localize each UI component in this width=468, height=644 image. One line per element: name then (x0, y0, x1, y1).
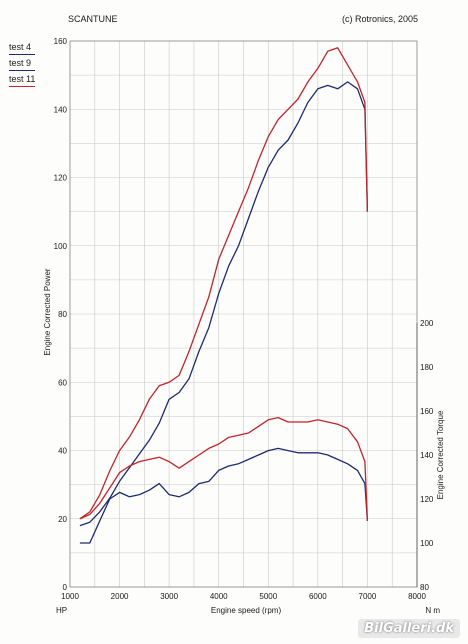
y2-tick-label: 120 (420, 495, 434, 504)
x-tick-label: 4000 (210, 592, 228, 601)
y2-tick-label: 180 (420, 363, 434, 372)
tick-labels: 1000 2000 3000 4000 5000 6000 7000 8000 0 20 40 60 8… (54, 37, 434, 601)
legend-item-test-11: test 11 (9, 74, 36, 84)
y2-axis-label: Engine Corrected Torque (436, 410, 445, 499)
left-unit-label: HP (56, 606, 67, 615)
y-tick-label: 100 (54, 242, 68, 251)
x-tick-label: 7000 (359, 592, 377, 601)
x-axis-label: Engine speed (rpm) (211, 606, 282, 615)
x-tick-label: 8000 (408, 592, 426, 601)
y2-tick-label: 160 (420, 407, 434, 416)
grid (69, 40, 418, 588)
y-tick-label: 140 (54, 105, 68, 114)
series-line-torque-test-11 (79, 416, 369, 522)
y-tick-label: 60 (58, 378, 67, 387)
x-tick-label: 5000 (259, 592, 277, 601)
series-lines (79, 47, 369, 544)
copyright: (c) Rotronics, 2005 (342, 14, 418, 24)
y2-tick-label: 80 (420, 583, 429, 592)
y-axis-label: Engine Corrected Power (43, 268, 52, 355)
y-tick-label: 160 (54, 37, 68, 46)
legend-item-test-9: test 9 (9, 58, 32, 68)
app-name: SCANTUNE (68, 14, 118, 24)
y-tick-label: 120 (54, 174, 68, 183)
legend-swatch-test-4 (9, 54, 35, 55)
plot-frame (69, 40, 418, 588)
legend-swatch-test-11 (9, 86, 35, 87)
x-tick-label: 6000 (309, 592, 327, 601)
series-line-power-test-4 (79, 81, 369, 527)
x-tick-label: 2000 (111, 592, 129, 601)
y2-tick-label: 200 (420, 319, 434, 328)
y2-tick-label: 100 (420, 539, 434, 548)
y-tick-label: 0 (63, 583, 68, 592)
axes (69, 40, 418, 588)
series-line-power-test-11 (79, 47, 369, 520)
legend-swatch-test-9 (9, 70, 35, 71)
y-tick-label: 20 (58, 515, 67, 524)
x-tick-label: 3000 (160, 592, 178, 601)
y-tick-label: 40 (58, 447, 67, 456)
series-line-torque-test-4 (79, 447, 369, 544)
x-tick-label: 1000 (61, 592, 79, 601)
watermark-logo: BilGalleri.dk (358, 619, 460, 638)
right-unit-label: N m (425, 606, 440, 615)
legend-item-test-4: test 4 (9, 42, 32, 52)
y2-tick-label: 140 (420, 451, 434, 460)
y-tick-label: 80 (58, 310, 67, 319)
